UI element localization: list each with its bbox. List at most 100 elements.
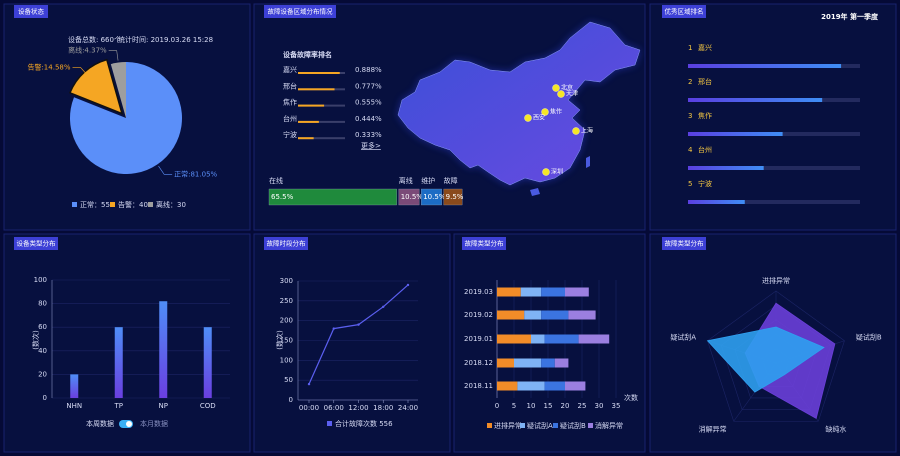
- leader-line: [108, 50, 119, 61]
- rank-track: [688, 200, 860, 204]
- ranking-bar: [298, 120, 319, 123]
- china-map: [397, 21, 641, 196]
- tab: [14, 237, 58, 250]
- x-tick-label: 35: [612, 402, 621, 410]
- bar-segment: [541, 310, 569, 320]
- status-label: 故障: [444, 176, 458, 185]
- ranking-bar: [298, 137, 314, 140]
- subtitle: 设备总数: 660个: [68, 35, 121, 44]
- ranking-value: 0.555%: [355, 99, 382, 107]
- x-tick-label: 06:00: [324, 404, 344, 412]
- status-bar: [421, 188, 442, 206]
- line-point: [307, 382, 311, 386]
- tab: [662, 237, 706, 250]
- ranking-title: 设备故障率排名: [283, 50, 332, 59]
- pie-slice: [110, 62, 126, 118]
- rank-name: 焦作: [698, 111, 712, 120]
- leader-line: [158, 165, 173, 175]
- pie-slice: [69, 62, 182, 174]
- radar-area: [706, 326, 825, 393]
- ranking-name: 嘉兴: [283, 65, 297, 74]
- bar-segment: [531, 334, 545, 344]
- more-link[interactable]: 更多>: [361, 141, 381, 150]
- status-label: 维护: [421, 176, 435, 185]
- rank-name: 宁波: [698, 179, 712, 188]
- rank-number: 1: [688, 44, 692, 52]
- subtitle: 统计时间: 2019.03.26 15:28: [118, 35, 213, 44]
- y-tick-label: 100: [280, 356, 293, 364]
- bar-segment: [497, 334, 531, 344]
- x-tick-label: 10: [527, 402, 536, 410]
- map-point-label: 深圳: [551, 168, 563, 176]
- bar-segment: [578, 334, 610, 344]
- map-point-label: 北京: [561, 84, 573, 92]
- y-tick-label: 2019.01: [464, 335, 493, 343]
- panel-title: 故障类型分布: [465, 239, 505, 248]
- panel-title: 故障类型分布: [665, 239, 705, 248]
- panel-title: 设备状态: [18, 7, 45, 16]
- legend-label: 进排异常: [494, 421, 522, 430]
- map-point: [542, 168, 550, 176]
- rank-bar: [688, 98, 823, 102]
- x-tick-label: 20: [561, 402, 570, 410]
- bar-segment: [544, 334, 579, 344]
- ranking-name: 邢台: [283, 81, 297, 90]
- panel: [3, 233, 251, 453]
- ranking-track: [298, 120, 345, 123]
- tabs: 设备状态 故障设备区域分布情况 优秀区域排名 设备类型分布 故障时段分布 故障类…: [14, 5, 706, 250]
- y-tick-label: 200: [280, 317, 293, 325]
- y-tick-label: 2019.02: [464, 311, 493, 319]
- bar-segment: [497, 310, 525, 320]
- y-axis-label: (数次): [275, 330, 284, 350]
- x-tick-label: 00:00: [299, 404, 319, 412]
- map-point-label: 天津: [566, 91, 578, 98]
- ranking-track: [298, 137, 345, 140]
- rank-bar: [688, 132, 783, 136]
- y-axis-label: (数次): [31, 330, 40, 350]
- x-tick-label: 18:00: [373, 404, 393, 412]
- y-tick-label: 20: [38, 370, 47, 378]
- panel-title: 故障时段分布: [267, 239, 307, 248]
- ranking-value: 0.444%: [355, 115, 382, 123]
- map-point: [572, 127, 580, 135]
- y-tick-label: 2018.12: [464, 359, 493, 367]
- bar-segment: [514, 358, 542, 368]
- bar-segment: [497, 358, 514, 368]
- bar-segment: [541, 287, 565, 297]
- panel: [253, 233, 451, 453]
- legend-swatch: [327, 421, 332, 426]
- status-bar: [443, 188, 463, 206]
- rank-track: [688, 166, 860, 170]
- status-label: 在线: [269, 176, 283, 185]
- x-axis-label: 次数: [624, 393, 638, 402]
- value-label: 离线:4.37%: [68, 46, 107, 55]
- radar-label: 疑试刮A: [670, 333, 696, 342]
- legend-swatch: [553, 423, 558, 428]
- status-value: 65.5%: [271, 193, 294, 201]
- y-tick-label: 2019.03: [464, 288, 493, 296]
- map-point-label: 西安: [533, 114, 545, 122]
- status-value: 10.5%: [423, 193, 446, 201]
- legend-label: 本周数据: [86, 419, 114, 428]
- legend-swatch: [588, 423, 593, 428]
- y-tick-label: 2018.11: [464, 382, 493, 390]
- legend-label: 正常：556: [80, 200, 115, 209]
- rank-name: 台州: [698, 145, 712, 154]
- y-tick-label: 0: [43, 394, 47, 402]
- legend-swatch: [110, 202, 115, 207]
- rank-number: 2: [688, 78, 692, 86]
- ranking-value: 0.333%: [355, 131, 382, 139]
- tab: [264, 237, 308, 250]
- x-tick-label: 12:00: [348, 404, 368, 412]
- toggle-knob: [126, 421, 132, 427]
- map-point: [541, 108, 549, 116]
- status-value: 10.5%: [401, 193, 424, 201]
- map-point-label: 焦作: [550, 108, 562, 116]
- status-value: 9.5%: [446, 193, 464, 201]
- x-tick-label: COD: [200, 402, 216, 410]
- radar-label: 消解异常: [699, 424, 727, 433]
- x-tick-label: NHN: [66, 402, 82, 410]
- status-bar: [398, 188, 420, 206]
- rank-number: 5: [688, 180, 692, 188]
